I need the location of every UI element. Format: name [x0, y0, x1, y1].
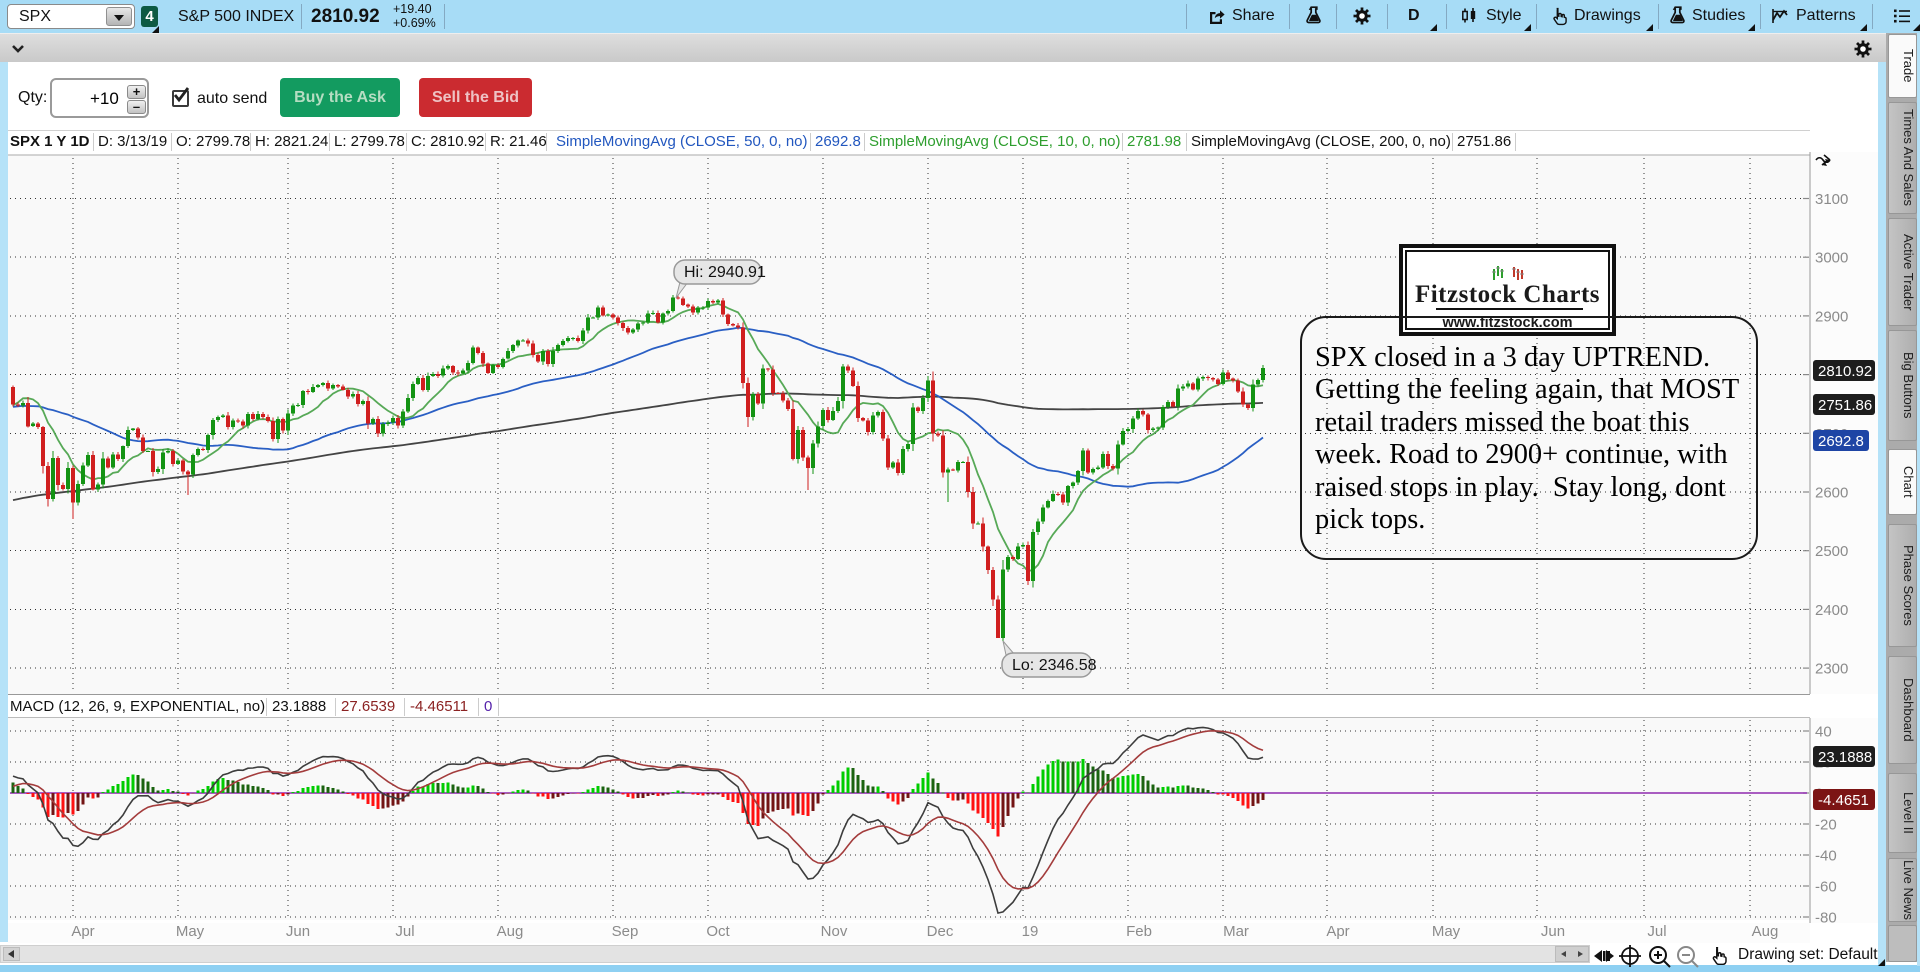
svg-text:2400: 2400 [1815, 602, 1848, 619]
svg-text:Hi: 2940.91: Hi: 2940.91 [684, 264, 766, 281]
svg-text:3100: 3100 [1815, 191, 1848, 208]
svg-text:-20: -20 [1815, 817, 1837, 834]
svg-text:2300: 2300 [1815, 661, 1848, 678]
svg-text:2900: 2900 [1815, 308, 1848, 325]
svg-text:Lo: 2346.58: Lo: 2346.58 [1012, 657, 1097, 674]
svg-text:40: 40 [1815, 724, 1832, 741]
svg-text:2500: 2500 [1815, 543, 1848, 560]
svg-text:-4.4651: -4.4651 [1818, 792, 1869, 809]
svg-text:-60: -60 [1815, 879, 1837, 896]
svg-text:2600: 2600 [1815, 485, 1848, 502]
svg-text:2751.86: 2751.86 [1818, 397, 1872, 414]
svg-text:-40: -40 [1815, 848, 1837, 865]
svg-text:2692.8: 2692.8 [1818, 433, 1864, 450]
svg-text:23.1888: 23.1888 [1818, 749, 1872, 766]
svg-text:2810.92: 2810.92 [1818, 363, 1872, 380]
svg-text:-80: -80 [1815, 910, 1837, 924]
svg-text:3000: 3000 [1815, 250, 1848, 267]
